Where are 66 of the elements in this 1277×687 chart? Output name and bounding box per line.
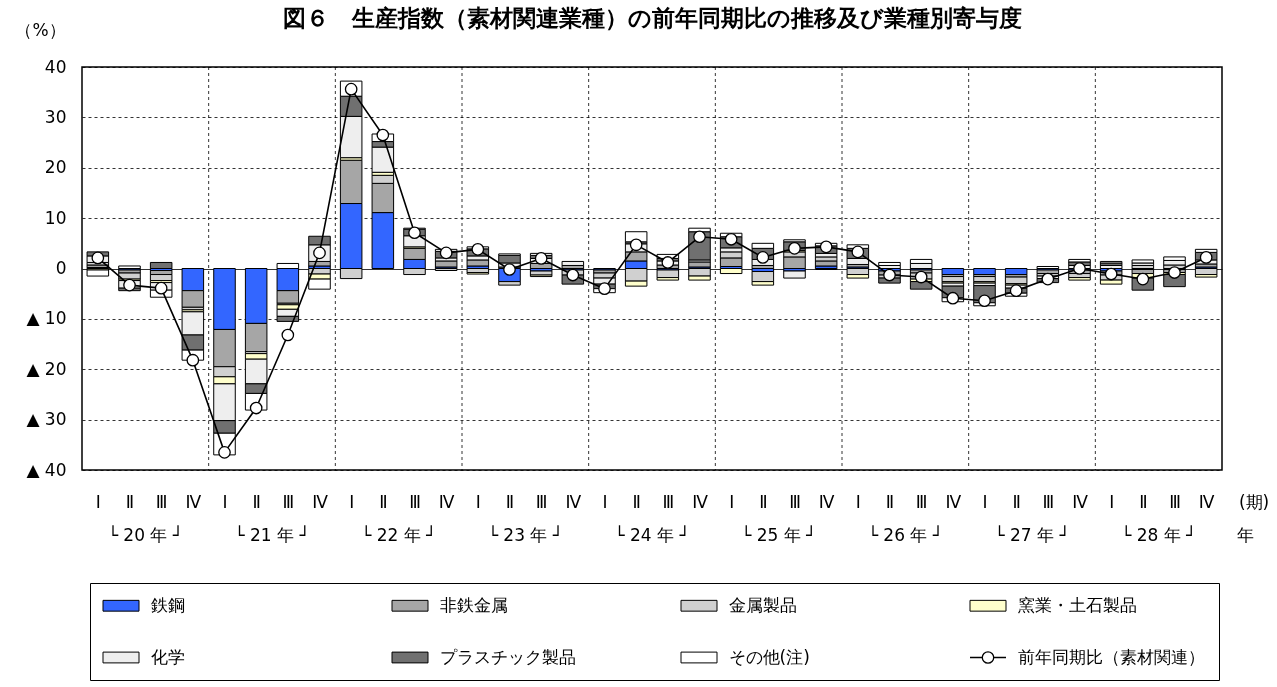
x-tick-label: Ⅰ xyxy=(602,491,608,512)
text: └ 27 年 ┘ xyxy=(994,525,1070,545)
x-tick-label: Ⅰ xyxy=(95,491,101,512)
y-tick-label: ▲ 10 xyxy=(26,308,67,329)
x-tick-label: Ⅱ xyxy=(885,491,895,512)
legend-label: 窯業・土石製品 xyxy=(1017,594,1137,615)
y-tick-label: 40 xyxy=(44,56,67,77)
x-tick-label: Ⅰ xyxy=(222,491,228,512)
text: (期) xyxy=(1238,492,1270,512)
x-tick-label: Ⅳ xyxy=(945,491,962,512)
x-tick-label: Ⅲ xyxy=(535,491,548,512)
x-tick-label: Ⅲ xyxy=(1169,491,1181,512)
legend-label: 鉄鋼 xyxy=(150,594,185,615)
x-tick-label: Ⅲ xyxy=(1042,491,1055,512)
legend-label: 前年同期比（素材関連） xyxy=(1017,646,1205,667)
text: └ 20 年 ┘ xyxy=(107,525,183,545)
legend-label: プラスチック製品 xyxy=(439,646,576,667)
x-tick-label: Ⅳ xyxy=(565,491,582,512)
x-tick-label: Ⅲ xyxy=(662,491,675,512)
x-tick-label: Ⅱ xyxy=(1012,491,1021,512)
text: 年 xyxy=(1236,525,1254,545)
x-tick-label: Ⅳ xyxy=(312,491,329,512)
x-tick-label: Ⅱ xyxy=(759,491,768,512)
x-tick-label: Ⅲ xyxy=(282,491,295,512)
text: └ 23 年 ┘ xyxy=(487,525,563,545)
x-tick-label: Ⅰ xyxy=(475,491,481,512)
x-tick-label: Ⅰ xyxy=(349,491,355,512)
x-tick-label: Ⅲ xyxy=(409,491,421,512)
x-tick-label: Ⅱ xyxy=(379,491,388,512)
x-tick-label: Ⅰ xyxy=(855,491,861,512)
y-axis-title: （%） xyxy=(15,19,66,40)
y-tick-label: ▲ 30 xyxy=(26,409,67,430)
text: └ 26 年 ┘ xyxy=(867,525,943,545)
x-tick-label: Ⅲ xyxy=(155,491,168,512)
x-tick-label: Ⅳ xyxy=(1072,491,1089,512)
y-tick-label: 20 xyxy=(44,157,67,178)
text: └ 22 年 ┘ xyxy=(361,525,437,545)
x-tick-label: Ⅱ xyxy=(505,491,515,512)
x-tick-label: Ⅰ xyxy=(982,491,988,512)
x-tick-label: Ⅳ xyxy=(818,491,835,512)
x-tick-label: Ⅱ xyxy=(252,491,261,512)
x-tick-label: Ⅰ xyxy=(729,491,735,512)
legend-label: 金属製品 xyxy=(728,594,797,615)
y-tick-label: 10 xyxy=(44,207,67,228)
x-tick-label: Ⅲ xyxy=(789,491,801,512)
y-tick-label: ▲ 40 xyxy=(26,459,67,480)
y-tick-label: 0 xyxy=(55,258,67,278)
text: └ 24 年 ┘ xyxy=(614,525,690,545)
legend-label: その他(注) xyxy=(728,646,810,667)
x-tick-label: Ⅱ xyxy=(1139,491,1148,512)
x-tick-label: Ⅳ xyxy=(1198,491,1215,512)
y-tick-label: ▲ 20 xyxy=(26,358,67,379)
legend-label: 化学 xyxy=(150,646,185,667)
x-tick-label: Ⅳ xyxy=(185,491,202,512)
text: └ 25 年 ┘ xyxy=(741,525,817,545)
y-tick-label: 30 xyxy=(44,106,67,127)
chart-title: 図６ 生産指数（素材関連業種）の前年同期比の推移及び業種別寄与度 xyxy=(282,5,1022,31)
text: └ 28 年 ┘ xyxy=(1121,525,1197,545)
x-tick-label: Ⅲ xyxy=(915,491,928,512)
x-tick-label: Ⅰ xyxy=(1109,491,1115,512)
x-tick-label: Ⅱ xyxy=(125,491,135,512)
x-tick-label: Ⅱ xyxy=(632,491,641,512)
x-tick-label: Ⅳ xyxy=(438,491,455,512)
text: └ 21 年 ┘ xyxy=(234,525,310,545)
x-tick-label: Ⅳ xyxy=(692,491,709,512)
legend-label: 非鉄金属 xyxy=(439,594,508,615)
